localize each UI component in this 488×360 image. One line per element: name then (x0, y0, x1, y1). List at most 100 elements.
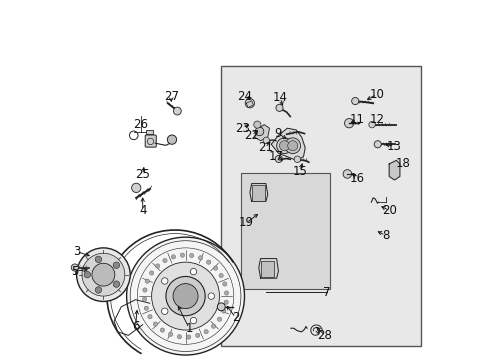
Text: 8: 8 (381, 229, 388, 242)
Circle shape (153, 322, 157, 326)
Circle shape (186, 335, 190, 339)
Text: 13: 13 (386, 140, 401, 153)
Circle shape (294, 156, 300, 162)
Circle shape (151, 262, 219, 330)
Text: 21: 21 (257, 141, 272, 154)
Circle shape (147, 315, 152, 319)
Circle shape (287, 141, 297, 151)
Circle shape (113, 281, 120, 287)
Text: 3: 3 (73, 245, 80, 258)
Circle shape (155, 264, 160, 268)
Circle shape (190, 269, 196, 275)
Circle shape (206, 260, 210, 264)
Text: 25: 25 (135, 168, 150, 181)
Circle shape (217, 303, 225, 311)
Circle shape (263, 137, 269, 144)
Circle shape (221, 309, 225, 313)
Circle shape (113, 262, 120, 269)
Circle shape (71, 264, 78, 271)
FancyBboxPatch shape (241, 173, 329, 289)
Text: 1: 1 (185, 322, 192, 335)
Text: 28: 28 (317, 329, 332, 342)
Circle shape (163, 258, 167, 263)
Text: 22: 22 (244, 129, 259, 142)
Circle shape (171, 255, 175, 259)
Text: 2: 2 (231, 311, 239, 324)
Text: 11: 11 (349, 113, 364, 126)
Circle shape (224, 291, 228, 295)
Circle shape (275, 104, 283, 111)
Circle shape (173, 107, 181, 115)
Circle shape (244, 99, 254, 108)
Circle shape (131, 183, 141, 193)
FancyBboxPatch shape (261, 261, 273, 277)
Circle shape (77, 248, 130, 301)
Circle shape (167, 135, 176, 144)
Polygon shape (249, 184, 267, 202)
Circle shape (275, 156, 282, 162)
Text: 17: 17 (268, 150, 284, 163)
Circle shape (203, 329, 208, 334)
Circle shape (177, 334, 181, 339)
Circle shape (190, 318, 196, 324)
Circle shape (285, 138, 300, 154)
Text: 23: 23 (235, 122, 250, 135)
Circle shape (219, 273, 223, 278)
FancyBboxPatch shape (146, 130, 152, 134)
Circle shape (253, 121, 261, 128)
Text: 15: 15 (292, 165, 306, 177)
Text: 24: 24 (237, 90, 251, 103)
Circle shape (142, 288, 147, 292)
Text: 5: 5 (71, 265, 79, 278)
Circle shape (211, 324, 215, 328)
Text: 9: 9 (274, 127, 282, 140)
Polygon shape (258, 258, 278, 278)
Circle shape (145, 279, 149, 283)
Circle shape (217, 317, 221, 321)
Circle shape (149, 271, 153, 275)
Text: 20: 20 (381, 204, 396, 217)
Circle shape (92, 263, 115, 286)
Polygon shape (271, 128, 305, 160)
FancyBboxPatch shape (221, 66, 421, 346)
Circle shape (198, 256, 202, 260)
Circle shape (276, 138, 292, 154)
Circle shape (95, 287, 102, 293)
Text: 10: 10 (368, 88, 384, 101)
Circle shape (213, 266, 217, 270)
Circle shape (173, 284, 198, 309)
Circle shape (368, 121, 374, 128)
Circle shape (255, 127, 263, 136)
Circle shape (144, 306, 148, 310)
Circle shape (161, 278, 167, 284)
Circle shape (224, 300, 228, 304)
Circle shape (222, 282, 226, 286)
Circle shape (142, 297, 146, 301)
Text: 27: 27 (163, 90, 179, 103)
Circle shape (351, 98, 358, 105)
Text: 7: 7 (322, 286, 330, 299)
Circle shape (344, 118, 353, 128)
Text: 6: 6 (132, 320, 139, 333)
Text: 4: 4 (139, 204, 146, 217)
Circle shape (84, 271, 90, 278)
Circle shape (207, 293, 214, 299)
Text: 19: 19 (238, 216, 253, 229)
Text: 18: 18 (395, 157, 410, 170)
Text: 26: 26 (133, 118, 148, 131)
FancyBboxPatch shape (252, 185, 264, 201)
Circle shape (373, 141, 381, 148)
Circle shape (168, 332, 172, 337)
Polygon shape (254, 125, 269, 141)
Circle shape (161, 308, 167, 314)
Circle shape (195, 333, 200, 337)
Text: 16: 16 (349, 172, 364, 185)
Circle shape (82, 253, 124, 296)
Text: 12: 12 (368, 113, 384, 126)
Circle shape (160, 328, 164, 332)
Circle shape (343, 170, 351, 178)
Circle shape (126, 237, 244, 355)
Circle shape (189, 253, 193, 258)
Polygon shape (388, 160, 399, 180)
Circle shape (95, 256, 102, 262)
